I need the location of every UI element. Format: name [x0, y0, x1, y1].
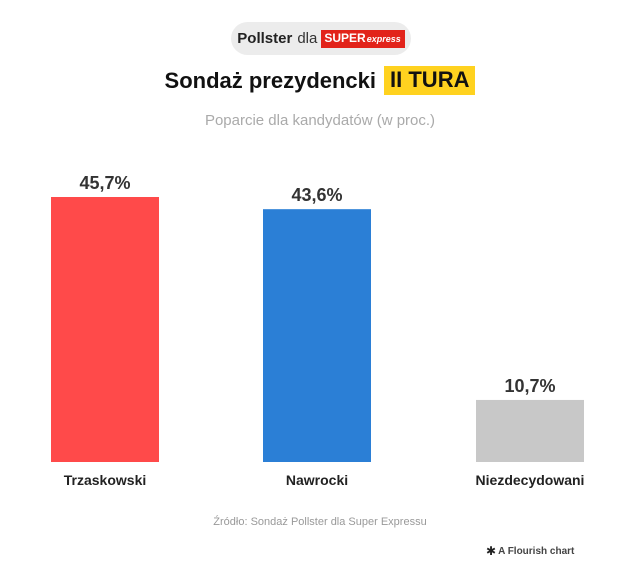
value-label-niezdecydowani: 10,7%	[504, 376, 555, 396]
category-label-nawrocki: Nawrocki	[286, 472, 348, 488]
flourish-credit-label: A Flourish chart	[498, 545, 575, 557]
category-label-niezdecydowani: Niezdecydowani	[476, 472, 585, 488]
value-label-nawrocki: 43,6%	[291, 185, 342, 205]
category-label-trzaskowski: Trzaskowski	[64, 472, 147, 488]
bar-niezdecydowani[interactable]	[476, 399, 584, 462]
chart-subtitle: Poparcie dla kandydatów (w proc.)	[204, 112, 436, 129]
super-express-logo: SUPER express	[321, 29, 405, 48]
bar-trzaskowski[interactable]	[51, 197, 159, 462]
bar-nawrocki[interactable]	[263, 209, 371, 462]
chart-title-main: Sondaż prezydencki	[164, 67, 377, 93]
flourish-star-icon: ✱	[486, 544, 497, 558]
brand-logo-part1: SUPER	[324, 30, 366, 45]
source-badge: Pollster dla SUPER express	[231, 22, 411, 55]
source-note: Źródło: Sondaż Pollster dla Super Expres…	[213, 516, 427, 528]
chart-title: Sondaż prezydencki II TURA	[0, 66, 640, 95]
badge-pollster-label: Pollster	[237, 30, 293, 47]
flourish-credit[interactable]: ✱ A Flourish chart	[486, 544, 574, 558]
badge-dla-label: dla	[297, 30, 318, 47]
chart-title-highlight: II TURA	[384, 66, 476, 95]
brand-logo-part2: express	[366, 33, 401, 44]
value-label-trzaskowski: 45,7%	[79, 173, 130, 193]
